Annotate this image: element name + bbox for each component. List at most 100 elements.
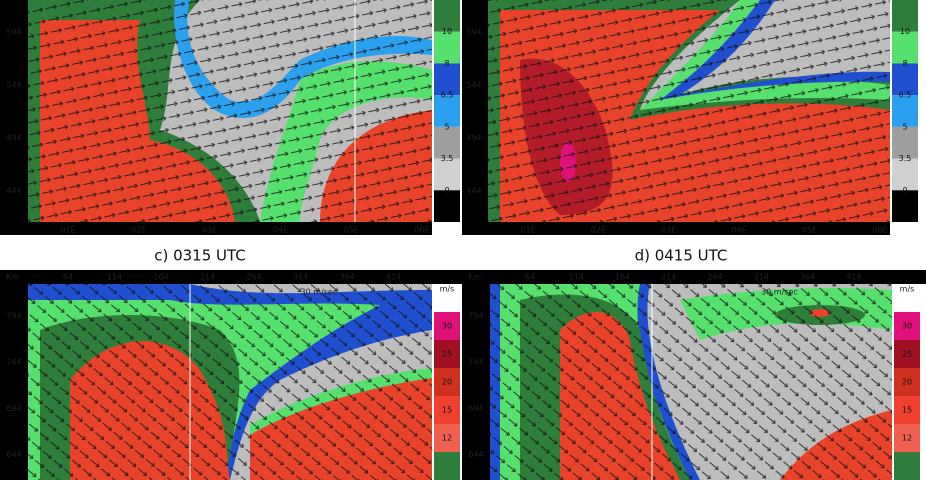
colorbar-label: 5 (444, 122, 449, 131)
y-tick-label: 794 (6, 312, 21, 321)
y-tick-label: 594 (6, 28, 21, 37)
x-tick-label: 04E (732, 226, 747, 235)
colorbar-block (434, 63, 460, 96)
colorbar-block (894, 312, 920, 340)
x-tick-label: 214 (200, 273, 215, 282)
colorbar-label: 15 (902, 406, 912, 415)
x-tick-label: 364 (800, 273, 815, 282)
map-panel (0, 270, 462, 480)
colorbar-block (434, 312, 460, 340)
colorbar-block (892, 126, 918, 159)
map-panel (0, 0, 432, 235)
x-tick-label: 114 (569, 273, 584, 282)
colorbar-label: 8 (902, 59, 907, 68)
colorbar-block (894, 340, 920, 368)
colorbar-block (894, 368, 920, 396)
y-tick-label: 644 (468, 450, 483, 459)
y-tick-label: 744 (468, 358, 483, 367)
x-tick-label: 01E (60, 226, 75, 235)
y-tick-label: 494 (6, 134, 21, 143)
colorbar-block (434, 368, 460, 396)
x-tick-label: 414 (846, 273, 861, 282)
x-tick-label: 64 (525, 273, 535, 282)
colorbar-block (434, 452, 460, 480)
colorbar-block (892, 0, 918, 32)
y-tick-label: 644 (6, 450, 21, 459)
y-tick-label: 594 (466, 28, 481, 37)
y-tick-label: 794 (468, 312, 483, 321)
map-panel (462, 270, 926, 480)
colorbar-block (892, 31, 918, 64)
colorbar-block (434, 126, 460, 159)
colorbar-block (894, 284, 920, 312)
unit-label: Km (468, 273, 481, 282)
y-tick-label: 694 (6, 404, 21, 413)
colorbar-label: 5 (902, 122, 907, 131)
x-tick-label: 05E (802, 226, 817, 235)
x-tick-label: 314 (754, 273, 769, 282)
x-tick-label: 06E (414, 226, 429, 235)
colorbar-label: 20 (442, 378, 452, 387)
colorbar-block (434, 31, 460, 64)
colorbar-label: 6.5 (441, 91, 454, 100)
colorbar-block (434, 424, 460, 452)
colorbar-label: 3.5 (441, 154, 454, 163)
x-tick-label: 214 (661, 273, 676, 282)
x-tick-label: 05E (344, 226, 359, 235)
colorbar-block (894, 452, 920, 480)
colorbar-block (892, 158, 918, 191)
colorbar-label: 25 (902, 350, 912, 359)
y-tick-label: 694 (468, 404, 483, 413)
x-tick-label: 164 (615, 273, 630, 282)
annotation: 30 m/sec (301, 288, 338, 297)
y-tick-label: 444 (466, 187, 481, 196)
colorbar-label: 20 (902, 378, 912, 387)
annotation: 30 m/sec (761, 288, 798, 297)
panel-caption: d) 0415 UTC (635, 247, 728, 265)
x-tick-label: 114 (107, 273, 122, 282)
x-tick-label: 314 (293, 273, 308, 282)
y-tick-label: 544 (466, 81, 481, 90)
colorbar-label: 10 (442, 27, 452, 36)
x-tick-label: 01E (520, 226, 535, 235)
colorbar-label: 10 (900, 27, 910, 36)
colorbar-block (434, 95, 460, 127)
unit-label: Km (6, 273, 19, 282)
colorbar-block (434, 0, 460, 32)
colorbar-block (894, 424, 920, 452)
x-tick-label: 264 (246, 273, 261, 282)
x-tick-label: 03E (202, 226, 217, 235)
unit-label: m/s (900, 285, 915, 294)
colorbar-block (434, 158, 460, 191)
colorbar-block (434, 284, 460, 312)
map-panel (462, 0, 890, 235)
x-tick-label: 364 (340, 273, 355, 282)
x-tick-label: 03E (661, 226, 676, 235)
colorbar-label: 25 (442, 350, 452, 359)
x-tick-label: 04E (273, 226, 288, 235)
y-tick-label: 544 (6, 81, 21, 90)
colorbar-label: 30 (902, 322, 912, 331)
colorbar-label: 12 (902, 434, 912, 443)
colorbar-block (892, 95, 918, 127)
colorbar-block (434, 396, 460, 424)
x-tick-label: 164 (153, 273, 168, 282)
x-tick-label: 64 (63, 273, 73, 282)
x-tick-label: 02E (591, 226, 606, 235)
colorbar-block (892, 63, 918, 96)
colorbar-label: 15 (442, 406, 452, 415)
unit-label: m/s (440, 285, 455, 294)
colorbar-label: 6.5 (899, 91, 912, 100)
y-tick-label: 744 (6, 358, 21, 367)
panel-caption: c) 0315 UTC (154, 247, 246, 265)
x-tick-label: 02E (131, 226, 146, 235)
colorbar-label: 30 (442, 322, 452, 331)
colorbar-block (434, 340, 460, 368)
colorbar-label: 0 (444, 186, 449, 195)
colorbar-block (892, 190, 918, 222)
colorbar-block (434, 190, 460, 222)
colorbar-label: 0 (902, 186, 907, 195)
colorbar-label: 3.5 (899, 154, 912, 163)
x-tick-label: 06E (872, 226, 887, 235)
